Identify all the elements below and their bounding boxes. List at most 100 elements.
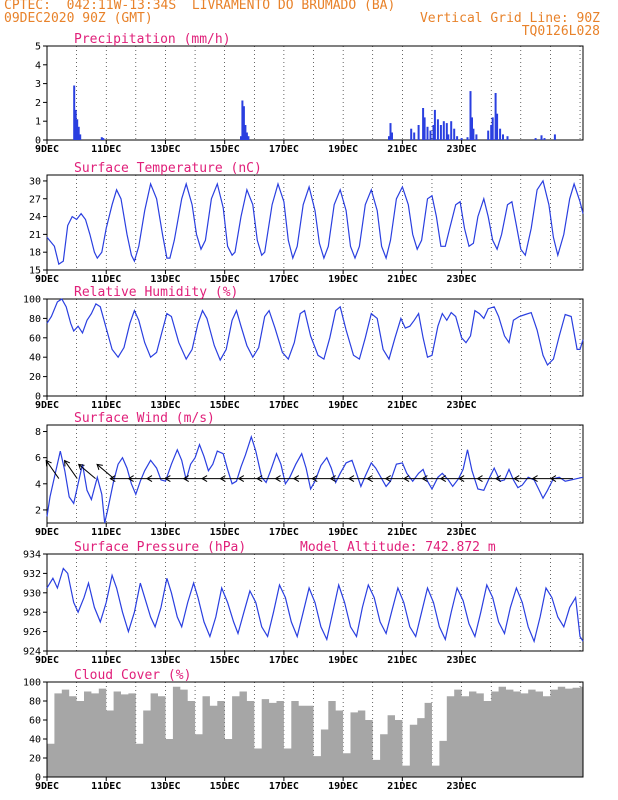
y-tick-label: 100 (23, 295, 41, 306)
wind-arrow-head (311, 475, 318, 483)
y-tick-label: 928 (23, 608, 41, 619)
precip-bar (240, 136, 242, 140)
x-tick-label: 11DEC (91, 527, 121, 538)
y-tick-label: 2 (35, 505, 41, 516)
precip-bar (74, 109, 77, 140)
precip-bar (496, 113, 499, 140)
wind-arrow-head (182, 475, 189, 483)
x-tick-label: 19DEC (328, 655, 358, 666)
wind-arrow-head (384, 475, 391, 483)
y-tick-label: 932 (23, 569, 41, 580)
y-tick-label: 60 (29, 333, 41, 344)
x-tick-label: 17DEC (269, 144, 299, 155)
precip-bar (487, 130, 490, 140)
x-tick-label: 9DEC (35, 781, 59, 792)
precip-bar (422, 108, 425, 140)
precip-bar (388, 136, 390, 140)
precip-bar (436, 119, 439, 140)
y-tick-label: 5 (35, 42, 41, 53)
x-tick-label: 13DEC (150, 144, 180, 155)
panel-frame (46, 298, 584, 397)
y-tick-label: 24 (29, 212, 41, 223)
wind-arrow-head (256, 475, 263, 483)
y-tick-label: 0 (35, 773, 41, 784)
wind-arrow-head (403, 475, 410, 483)
panel-3: 0 20 40 60 80 100 9DEC 11DEC 13DEC 15DEC 17DEC 19DE… (23, 285, 584, 411)
y-tick-label: 80 (29, 314, 41, 325)
y-tick-label: 100 (23, 678, 41, 689)
wind-arrow-head (366, 475, 373, 483)
x-tick-label: 15DEC (210, 274, 240, 285)
x-tick-label: 21DEC (387, 527, 417, 538)
x-tick-label: 21DEC (387, 400, 417, 411)
x-tick-label: 23DEC (447, 400, 477, 411)
precip-bar (423, 117, 426, 140)
panel-frame (46, 174, 584, 271)
panel-4: 2 4 6 8 9DEC 11DEC 13DEC 15DEC 17DEC 19DEC 21DEC 23… (35, 411, 584, 538)
panel-title: Surface Temperature (nC) (74, 161, 262, 176)
wind-arrow-head (201, 475, 208, 483)
y-tick-label: 30 (29, 176, 41, 187)
precip-bar (445, 123, 448, 140)
precip-bar (417, 125, 420, 140)
y-tick-label: 27 (29, 194, 41, 205)
precip-bar (506, 136, 509, 140)
wind-arrow-shaft (78, 464, 96, 479)
x-tick-label: 13DEC (150, 400, 180, 411)
y-tick-label: 0 (35, 392, 41, 403)
x-tick-label: 23DEC (447, 781, 477, 792)
y-tick-label: 8 (35, 427, 41, 438)
x-tick-label: 23DEC (447, 274, 477, 285)
precip-bar (433, 109, 436, 140)
precip-bar (453, 128, 456, 140)
x-tick-label: 17DEC (269, 781, 299, 792)
precip-bar (540, 135, 543, 140)
precip-bar (494, 93, 497, 140)
precip-bar (413, 132, 416, 140)
precip-bar (410, 128, 413, 140)
wind-arrow-head (274, 475, 281, 483)
wind-arrow-head (476, 475, 483, 483)
y-tick-label: 4 (35, 479, 41, 490)
panel-2: 15 18 21 24 27 30 9DEC 11DEC 13DEC 15DEC 17DEC 19DE… (29, 161, 584, 285)
precip-bar (456, 136, 459, 140)
x-tick-label: 15DEC (210, 400, 240, 411)
wind-arrow-head (421, 475, 428, 483)
x-tick-label: 11DEC (91, 781, 121, 792)
header-model-id: TQ0126L028 (521, 24, 600, 39)
series-line (46, 434, 584, 524)
wind-arrow-head (219, 475, 226, 483)
panel-frame (46, 424, 584, 524)
precip-bar (447, 134, 450, 140)
wind-arrow-head (292, 475, 300, 483)
series-line (46, 298, 584, 367)
precip-bar (442, 121, 445, 140)
y-tick-label: 80 (29, 697, 41, 708)
x-tick-label: 17DEC (269, 655, 299, 666)
precip-bar (247, 136, 250, 140)
x-tick-label: 19DEC (328, 781, 358, 792)
y-tick-label: 21 (29, 230, 41, 241)
y-tick-label: 40 (29, 353, 41, 364)
panel-5: 924 926 928 930 932 934 9DEC 11DEC 13DEC 15DEC 17D… (23, 540, 584, 666)
series-line (46, 179, 584, 266)
x-tick-label: 11DEC (91, 274, 121, 285)
precip-bar (475, 134, 478, 140)
precip-bar (73, 85, 76, 140)
panel-frame (46, 553, 584, 652)
wind-arrow (45, 459, 60, 479)
y-tick-label: 0 (35, 136, 41, 147)
precip-bar (76, 119, 79, 140)
precip-bar (102, 138, 105, 140)
precip-bar (389, 123, 392, 140)
wind-arrow (64, 459, 78, 479)
cloud-cover-area (47, 686, 583, 777)
x-tick-label: 11DEC (91, 400, 121, 411)
precip-bar (553, 134, 556, 140)
y-tick-label: 60 (29, 716, 41, 727)
wind-arrow-shaft (96, 464, 115, 479)
precip-bar (502, 134, 504, 140)
x-tick-label: 11DEC (91, 655, 121, 666)
wind-arrow (549, 475, 573, 483)
